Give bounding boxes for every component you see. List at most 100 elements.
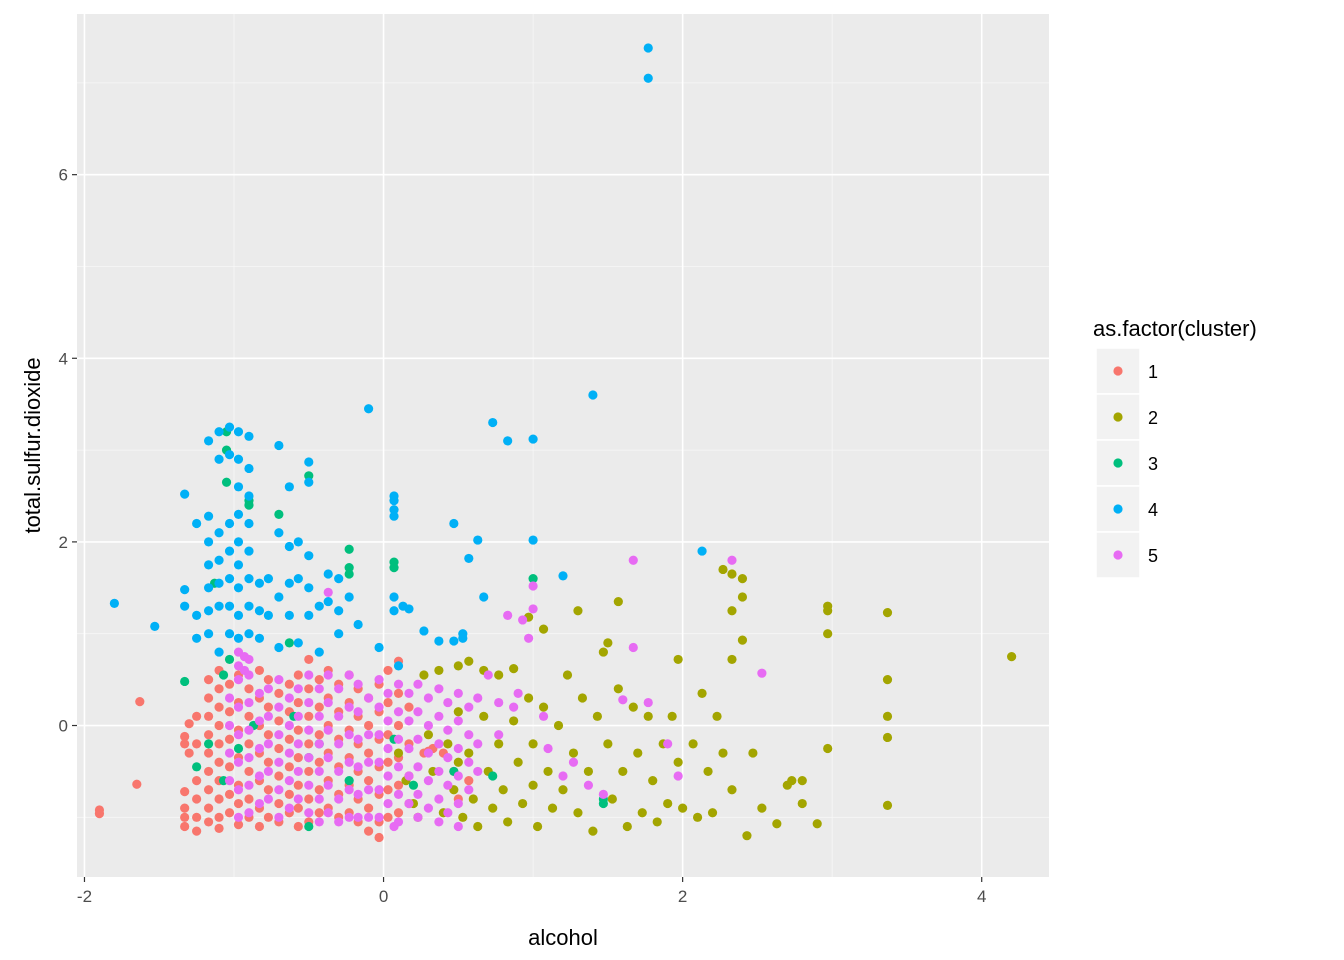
point-cluster-2 <box>603 739 613 749</box>
point-cluster-5 <box>374 702 384 712</box>
point-cluster-1 <box>203 803 214 813</box>
point-cluster-5 <box>757 668 767 678</box>
point-cluster-4 <box>192 610 202 620</box>
point-cluster-5 <box>293 739 303 749</box>
point-cluster-4 <box>528 434 538 444</box>
point-cluster-1 <box>364 803 374 813</box>
point-cluster-4 <box>293 574 303 584</box>
point-cluster-5 <box>284 776 294 786</box>
point-cluster-5 <box>628 642 638 653</box>
point-cluster-5 <box>263 739 274 749</box>
point-cluster-1 <box>192 711 202 721</box>
point-cluster-4 <box>224 518 235 529</box>
legend-label: 3 <box>1148 454 1158 474</box>
point-cluster-5 <box>293 794 303 804</box>
point-cluster-2 <box>509 716 519 726</box>
point-cluster-4 <box>304 477 314 487</box>
point-cluster-3 <box>344 544 354 554</box>
point-cluster-1 <box>180 803 190 813</box>
point-cluster-5 <box>404 798 414 809</box>
point-cluster-4 <box>224 601 235 611</box>
y-tick-label: 0 <box>59 717 68 736</box>
point-cluster-5 <box>473 766 483 777</box>
point-cluster-4 <box>528 535 538 545</box>
point-cluster-1 <box>132 779 142 789</box>
point-cluster-2 <box>718 564 728 575</box>
point-cluster-2 <box>513 757 523 767</box>
point-cluster-1 <box>383 665 393 676</box>
point-cluster-4 <box>304 610 314 620</box>
point-cluster-5 <box>413 812 423 822</box>
point-cluster-1 <box>192 812 202 822</box>
point-cluster-2 <box>558 785 568 795</box>
legend-swatch <box>1113 504 1123 514</box>
point-cluster-1 <box>224 762 235 772</box>
point-cluster-2 <box>718 748 728 758</box>
point-cluster-1 <box>180 739 190 749</box>
point-cluster-3 <box>274 509 284 519</box>
point-cluster-4 <box>244 431 254 441</box>
point-cluster-4 <box>233 537 244 547</box>
point-cluster-3 <box>344 569 354 579</box>
point-cluster-2 <box>678 803 688 813</box>
point-cluster-2 <box>613 596 623 607</box>
point-cluster-3 <box>221 477 232 487</box>
point-cluster-4 <box>233 583 244 593</box>
point-cluster-2 <box>532 821 543 832</box>
point-cluster-1 <box>224 789 235 799</box>
point-cluster-2 <box>712 711 722 721</box>
point-cluster-5 <box>344 702 354 712</box>
point-cluster-5 <box>383 743 393 754</box>
point-cluster-4 <box>334 574 344 584</box>
point-cluster-5 <box>423 748 434 758</box>
point-cluster-1 <box>383 812 393 822</box>
point-cluster-5 <box>323 780 333 790</box>
point-cluster-1 <box>274 716 284 726</box>
point-cluster-5 <box>274 675 284 685</box>
point-cluster-4 <box>389 606 399 616</box>
point-cluster-4 <box>150 621 160 631</box>
point-cluster-5 <box>509 702 519 712</box>
point-cluster-5 <box>383 688 393 698</box>
point-cluster-5 <box>254 743 265 754</box>
point-cluster-4 <box>203 436 214 446</box>
point-cluster-5 <box>543 743 553 754</box>
point-cluster-1 <box>293 725 303 735</box>
point-cluster-3 <box>344 563 354 573</box>
point-cluster-5 <box>423 803 434 813</box>
point-cluster-5 <box>628 555 638 565</box>
point-cluster-4 <box>284 482 294 492</box>
point-cluster-5 <box>233 702 244 712</box>
point-cluster-2 <box>737 574 748 584</box>
point-cluster-1 <box>224 707 235 717</box>
point-cluster-5 <box>364 812 374 822</box>
point-cluster-1 <box>203 730 214 740</box>
point-cluster-4 <box>449 636 459 646</box>
point-cluster-2 <box>727 569 737 579</box>
point-cluster-2 <box>598 647 608 657</box>
point-cluster-1 <box>293 821 303 832</box>
legend-label: 4 <box>1148 500 1158 520</box>
point-cluster-2 <box>583 766 594 777</box>
point-cluster-4 <box>274 440 284 451</box>
point-cluster-5 <box>233 785 244 795</box>
point-cluster-4 <box>244 629 254 639</box>
point-cluster-1 <box>364 826 374 836</box>
point-cluster-4 <box>334 629 344 639</box>
point-cluster-4 <box>293 537 303 547</box>
point-cluster-4 <box>697 546 707 556</box>
point-cluster-5 <box>284 720 294 731</box>
point-cluster-4 <box>214 555 224 565</box>
point-cluster-2 <box>823 606 833 616</box>
point-cluster-5 <box>364 757 374 767</box>
y-axis: 0 2 4 6 <box>59 166 77 736</box>
y-axis-title: total.sulfur.dioxide <box>20 357 45 533</box>
point-cluster-2 <box>1007 652 1017 662</box>
point-cluster-1 <box>203 675 214 685</box>
point-cluster-1 <box>464 776 474 786</box>
point-cluster-5 <box>528 581 538 591</box>
point-cluster-1 <box>284 789 294 799</box>
point-cluster-4 <box>244 518 254 529</box>
point-cluster-2 <box>797 798 807 809</box>
point-cluster-1 <box>274 743 284 754</box>
